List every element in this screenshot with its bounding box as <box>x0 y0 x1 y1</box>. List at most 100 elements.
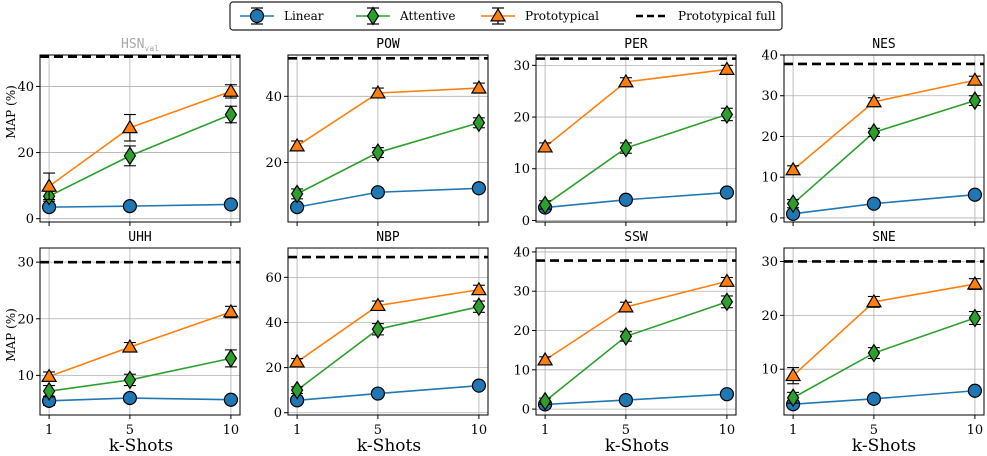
series-line <box>544 68 728 148</box>
series-line <box>545 191 727 209</box>
subplot-nes: 0 10 20 30 40 NES <box>761 37 985 226</box>
y-tick-label: 10 <box>17 369 34 384</box>
series-line <box>296 305 480 391</box>
legend-entry-attentive: Attentive <box>356 6 455 26</box>
subplot-pow: 20 40 POW <box>265 37 489 226</box>
y-tick-label: 10 <box>761 171 778 186</box>
subplot-title: UHH <box>128 230 151 245</box>
legend-marker <box>366 6 380 26</box>
series-attentive <box>538 292 734 411</box>
y-tick-label: 30 <box>17 256 34 271</box>
series-prototypical <box>537 61 735 153</box>
x-tick-label: 10 <box>223 423 240 438</box>
subplot-nbp: 1 5 10 0 20 40 60 NBP <box>265 230 489 438</box>
subplot-grid: 02040HSNval2040POW0102030PER010203040NES… <box>17 37 985 438</box>
series-prototypical <box>537 273 735 366</box>
series-line <box>792 99 976 205</box>
series-attentive <box>42 104 238 206</box>
y-axis-label-top: MAP (%) <box>4 85 18 139</box>
legend-marker <box>489 7 507 22</box>
y-tick-label: 20 <box>265 156 282 171</box>
data-point <box>617 298 634 313</box>
y-tick-label: 30 <box>513 59 530 74</box>
data-point <box>370 185 385 200</box>
y-tick-label: 0 <box>770 211 778 226</box>
series-line <box>48 311 232 378</box>
y-tick-label: 10 <box>513 363 530 378</box>
x-tick-label: 10 <box>967 423 984 438</box>
x-tick-label: 10 <box>719 423 736 438</box>
y-tick-label: 10 <box>761 363 778 378</box>
data-point <box>538 195 552 215</box>
y-axis-label-bottom: MAP (%) <box>4 308 18 362</box>
data-point <box>968 308 982 328</box>
legend-marker <box>249 8 265 24</box>
x-axis-label-2: k-Shots <box>357 436 421 456</box>
x-tick-label: 1 <box>293 423 301 438</box>
y-tick-label: 20 <box>761 309 778 324</box>
y-tick-label: 20 <box>513 324 530 339</box>
data-point <box>122 390 137 406</box>
x-tick-label: 1 <box>45 423 53 438</box>
legend-entry-prototypical-full: Prototypical full <box>636 9 776 23</box>
axes-frame <box>783 54 985 223</box>
data-point <box>720 104 734 125</box>
data-point <box>223 197 239 212</box>
data-point <box>472 297 486 317</box>
data-point <box>867 343 881 363</box>
series-line <box>545 393 727 406</box>
series-line <box>792 193 975 215</box>
data-point <box>123 370 137 390</box>
data-point <box>867 122 881 142</box>
data-point <box>785 161 802 176</box>
data-point <box>966 275 983 290</box>
series-linear <box>41 197 239 215</box>
series-linear <box>41 390 239 408</box>
legend-label: Attentive <box>399 9 455 23</box>
y-tick-label: 30 <box>761 255 778 270</box>
series-attentive <box>538 104 734 215</box>
y-tick-label: 40 <box>265 90 282 105</box>
series-line <box>49 397 231 402</box>
series-line <box>48 90 232 187</box>
axes-frame <box>535 54 737 223</box>
data-point <box>967 187 983 202</box>
data-point <box>224 104 238 125</box>
series-line <box>48 357 232 393</box>
legend-label: Prototypical full <box>678 9 776 23</box>
data-point <box>224 348 238 368</box>
data-point <box>967 383 983 398</box>
legend-label: Linear <box>284 9 324 23</box>
y-tick-label: 0 <box>522 214 530 229</box>
y-tick-label: 0 <box>274 406 282 421</box>
x-tick-label: 1 <box>541 423 549 438</box>
series-linear <box>785 187 983 221</box>
series-attentive <box>290 113 486 204</box>
data-point <box>122 199 137 214</box>
data-point <box>471 378 487 393</box>
data-point <box>41 368 58 383</box>
y-tick-label: 40 <box>265 316 282 331</box>
series-linear <box>289 378 487 408</box>
x-axis-label-4: k-Shots <box>852 436 916 456</box>
subplot-ssw: 1 5 10 0 10 20 30 40 SSW <box>513 230 737 438</box>
series-attentive <box>786 91 982 214</box>
x-tick-label: 5 <box>870 423 878 438</box>
series-prototypical <box>41 83 239 201</box>
data-point <box>289 137 306 152</box>
series-linear <box>785 383 983 412</box>
series-linear <box>537 185 735 215</box>
subplot-per: 0 10 20 30 PER <box>513 37 737 229</box>
series-attentive <box>42 348 238 401</box>
data-point <box>619 326 633 347</box>
data-point <box>618 192 633 207</box>
legend: Linear Attentive Prototypical Prototypical … <box>229 1 783 31</box>
data-point <box>718 61 735 75</box>
y-tick-label: 20 <box>265 361 282 376</box>
subplot-title: PER <box>624 37 648 52</box>
series-linear <box>537 387 735 412</box>
series-prototypical <box>289 79 487 152</box>
axes-frame <box>535 247 737 416</box>
x-tick-label: 5 <box>622 423 630 438</box>
series-line <box>544 113 728 206</box>
